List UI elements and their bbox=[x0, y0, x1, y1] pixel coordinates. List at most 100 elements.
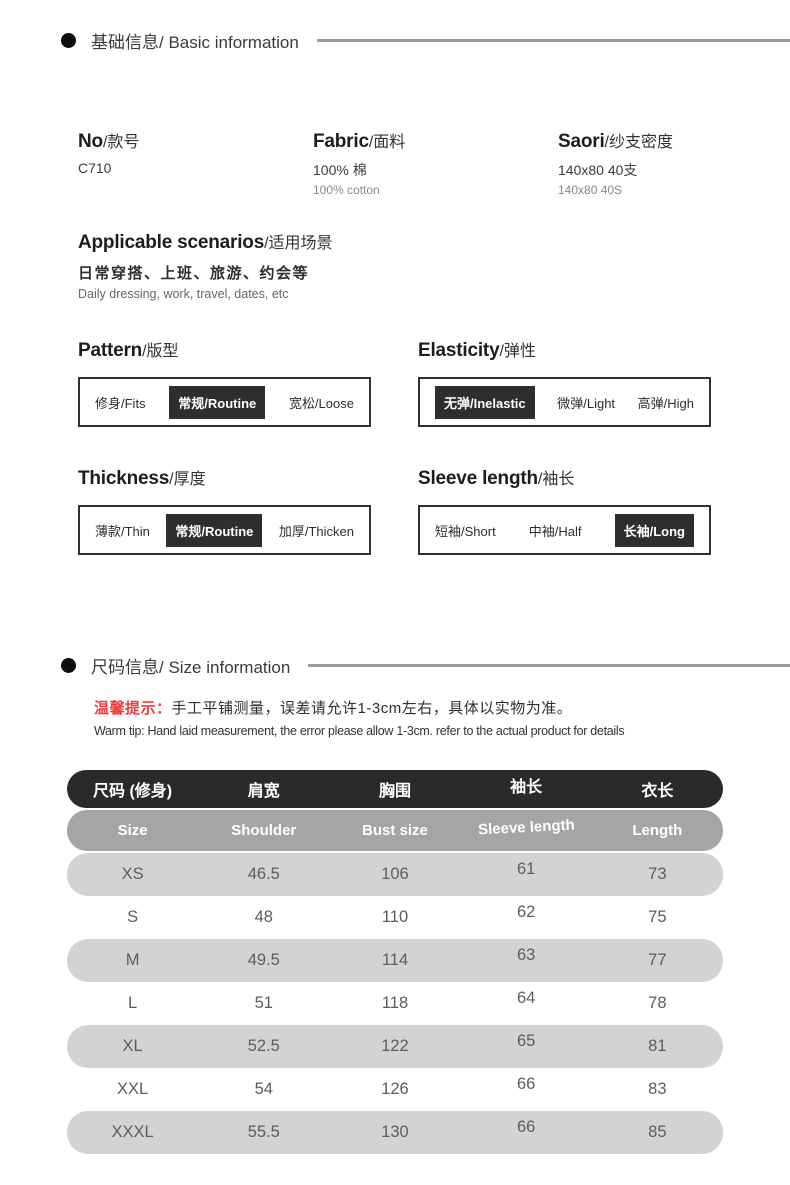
table-header-row-en: Size Shoulder Bust size Sleeve length Le… bbox=[67, 810, 723, 851]
field-subvalue: 100% cotton bbox=[313, 183, 380, 197]
selector-label-zh: /厚度 bbox=[169, 471, 206, 488]
selector-thickness: Thickness/厚度 薄款/Thin 常规/Routine 加厚/Thick… bbox=[78, 465, 371, 555]
section-header-size-info: 尺码信息/ Size information bbox=[61, 653, 790, 678]
header-cell-bust-zh: 胸围 bbox=[378, 783, 411, 800]
header-cell-sleeve-zh: 袖长 bbox=[510, 779, 543, 796]
cell-shoulder: 54 bbox=[254, 1080, 273, 1098]
cell-shoulder: 51 bbox=[254, 994, 273, 1012]
cell-length: 78 bbox=[648, 994, 667, 1012]
cell-bust: 114 bbox=[381, 951, 409, 969]
bullet-icon bbox=[61, 658, 76, 673]
selector-label: Elasticity/弹性 bbox=[418, 337, 711, 362]
cell-size: M bbox=[125, 951, 140, 969]
selector-label: Thickness/厚度 bbox=[78, 465, 371, 490]
header-cell-size-en: Size bbox=[117, 822, 148, 839]
table-row-s: S 48 110 62 75 bbox=[67, 896, 723, 939]
cell-sleeve: 64 bbox=[516, 989, 536, 1007]
scenarios-value-en: Daily dressing, work, travel, dates, etc bbox=[78, 287, 289, 301]
cell-bust: 110 bbox=[381, 908, 409, 926]
cell-sleeve: 66 bbox=[516, 1118, 536, 1136]
cell-shoulder: 55.5 bbox=[247, 1123, 280, 1141]
field-subvalue: 140x80 40S bbox=[558, 183, 623, 197]
cell-length: 83 bbox=[648, 1080, 667, 1098]
field-saori: Saori/纱支密度 140x80 40支 140x80 40S bbox=[558, 128, 673, 197]
field-label: No/款号 bbox=[78, 128, 139, 153]
field-label: Applicable scenarios/适用场景 bbox=[78, 229, 333, 254]
option-routine-selected: 常规/Routine bbox=[166, 513, 263, 547]
cell-shoulder: 46.5 bbox=[247, 865, 280, 883]
selector-elasticity: Elasticity/弹性 无弹/Inelastic 微弹/Light 高弹/H… bbox=[418, 337, 711, 427]
selector-label-zh: /袖长 bbox=[537, 471, 575, 488]
selector-pattern: Pattern/版型 修身/Fits 常规/Routine 宽松/Loose bbox=[78, 337, 371, 427]
selector-sleeve-length: Sleeve length/袖长 短袖/Short 中袖/Half 长袖/Lon… bbox=[418, 465, 711, 555]
warm-tip-en: Warm tip: Hand laid measurement, the err… bbox=[94, 724, 625, 738]
header-cell-length-zh: 衣长 bbox=[641, 783, 674, 800]
selector-label-en: Elasticity bbox=[418, 340, 500, 361]
option-inelastic-selected: 无弹/Inelastic bbox=[435, 385, 535, 419]
warm-tip-label: 温馨提示： bbox=[94, 700, 172, 717]
divider-line bbox=[316, 39, 790, 42]
selector-label-en: Pattern bbox=[78, 340, 143, 361]
cell-size: XS bbox=[121, 865, 144, 883]
option-routine-selected: 常规/Routine bbox=[169, 385, 266, 419]
bullet-icon bbox=[61, 33, 76, 48]
cell-sleeve: 63 bbox=[516, 946, 536, 964]
header-cell-bust-en: Bust size bbox=[362, 822, 428, 839]
field-label-en: Saori bbox=[558, 131, 605, 152]
header-cell-length-en: Length bbox=[632, 822, 683, 839]
field-label-zh: /款号 bbox=[102, 134, 140, 151]
field-value: C710 bbox=[78, 160, 112, 176]
table-row-l: L 51 118 64 78 bbox=[67, 982, 723, 1025]
selector-label-en: Thickness bbox=[78, 468, 170, 489]
table-row-xl: XL 52.5 122 65 81 bbox=[67, 1025, 723, 1068]
cell-bust: 130 bbox=[381, 1123, 409, 1141]
header-cell-shoulder-en: Shoulder bbox=[231, 822, 297, 839]
scenarios-value-zh: 日常穿搭、上班、旅游、约会等 bbox=[78, 265, 310, 282]
table-row-xs: XS 46.5 106 61 73 bbox=[67, 853, 723, 896]
option-half: 中袖/Half bbox=[528, 523, 582, 539]
cell-bust: 126 bbox=[381, 1080, 409, 1098]
option-thin: 薄款/Thin bbox=[95, 523, 150, 539]
option-fits: 修身/Fits bbox=[95, 395, 146, 411]
field-applicable-scenarios: Applicable scenarios/适用场景 日常穿搭、上班、旅游、约会等… bbox=[78, 229, 333, 301]
cell-sleeve: 65 bbox=[516, 1032, 536, 1050]
selector-options-box: 无弹/Inelastic 微弹/Light 高弹/High bbox=[418, 377, 711, 427]
cell-bust: 106 bbox=[381, 865, 409, 883]
option-long-selected: 长袖/Long bbox=[614, 513, 694, 547]
table-row-m: M 49.5 114 63 77 bbox=[67, 939, 723, 982]
warm-tip: 温馨提示：手工平铺测量，误差请允许1-3cm左右，具体以实物为准。 Warm t… bbox=[94, 697, 625, 738]
section-title-size: 尺码信息/ Size information bbox=[91, 658, 291, 677]
option-light: 微弹/Light bbox=[557, 395, 616, 411]
header-cell-sleeve-en: Sleeve length bbox=[477, 816, 575, 839]
warm-tip-zh: 温馨提示：手工平铺测量，误差请允许1-3cm左右，具体以实物为准。 bbox=[94, 697, 624, 718]
table-row-xxl: XXL 54 126 66 83 bbox=[67, 1068, 723, 1111]
cell-shoulder: 48 bbox=[254, 908, 273, 926]
selector-label-en: Sleeve length bbox=[418, 468, 538, 489]
field-label-zh: /适用场景 bbox=[264, 235, 333, 252]
selector-label: Pattern/版型 bbox=[78, 337, 371, 362]
option-short: 短袖/Short bbox=[435, 523, 496, 539]
selector-options-box: 修身/Fits 常规/Routine 宽松/Loose bbox=[78, 377, 371, 427]
field-label: Saori/纱支密度 bbox=[558, 128, 673, 153]
selector-options-box: 短袖/Short 中袖/Half 长袖/Long bbox=[418, 505, 711, 555]
option-thicken: 加厚/Thicken bbox=[278, 523, 354, 539]
field-fabric: Fabric/面料 100% 棉 100% cotton bbox=[313, 128, 405, 197]
section-header-basic-info: 基础信息/ Basic information bbox=[61, 28, 790, 53]
selector-label: Sleeve length/袖长 bbox=[418, 465, 711, 490]
cell-length: 85 bbox=[648, 1123, 667, 1141]
field-value: 140x80 40支 bbox=[558, 162, 638, 178]
option-high: 高弹/High bbox=[637, 395, 694, 411]
selector-options-box: 薄款/Thin 常规/Routine 加厚/Thicken bbox=[78, 505, 371, 555]
header-cell-size-zh: 尺码 (修身) bbox=[93, 783, 173, 800]
cell-sleeve: 62 bbox=[516, 903, 536, 921]
cell-length: 81 bbox=[648, 1037, 667, 1055]
cell-sleeve: 61 bbox=[516, 860, 536, 878]
table-header-row-zh: 尺码 (修身) 肩宽 胸围 袖长 衣长 bbox=[67, 770, 723, 808]
field-product-no: No/款号 C710 bbox=[78, 128, 139, 176]
field-label-en: Applicable scenarios bbox=[78, 232, 265, 253]
table-row-xxxl: XXXL 55.5 130 66 85 bbox=[67, 1111, 723, 1154]
selector-label-zh: /版型 bbox=[142, 343, 179, 360]
warm-tip-text-zh: 手工平铺测量，误差请允许1-3cm左右，具体以实物为准。 bbox=[171, 700, 573, 717]
section-title-basic: 基础信息/ Basic information bbox=[91, 33, 299, 52]
